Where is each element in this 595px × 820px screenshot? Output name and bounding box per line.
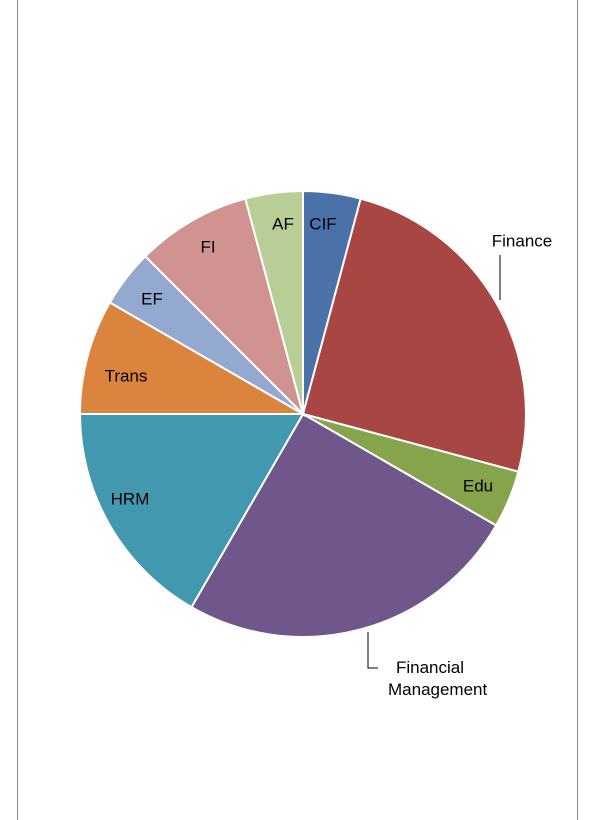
slice-label: Finance	[492, 231, 552, 250]
slice-label: FI	[200, 237, 215, 256]
slice-label: EF	[141, 289, 163, 308]
pie-slice	[190, 412, 498, 638]
slice-label: Financial Management	[388, 658, 488, 699]
pie-slice	[244, 189, 304, 415]
pie-slice	[301, 197, 527, 473]
slice-label: HRM	[111, 489, 150, 508]
slice-label: AF	[272, 214, 294, 233]
pie-slice	[78, 301, 307, 415]
slice-label: Edu	[463, 476, 493, 495]
slice-label: CIF	[309, 214, 336, 233]
leader-line	[367, 632, 378, 669]
pie-slice	[78, 413, 305, 609]
pie-slice	[143, 197, 305, 418]
slice-label: Trans	[105, 366, 148, 385]
